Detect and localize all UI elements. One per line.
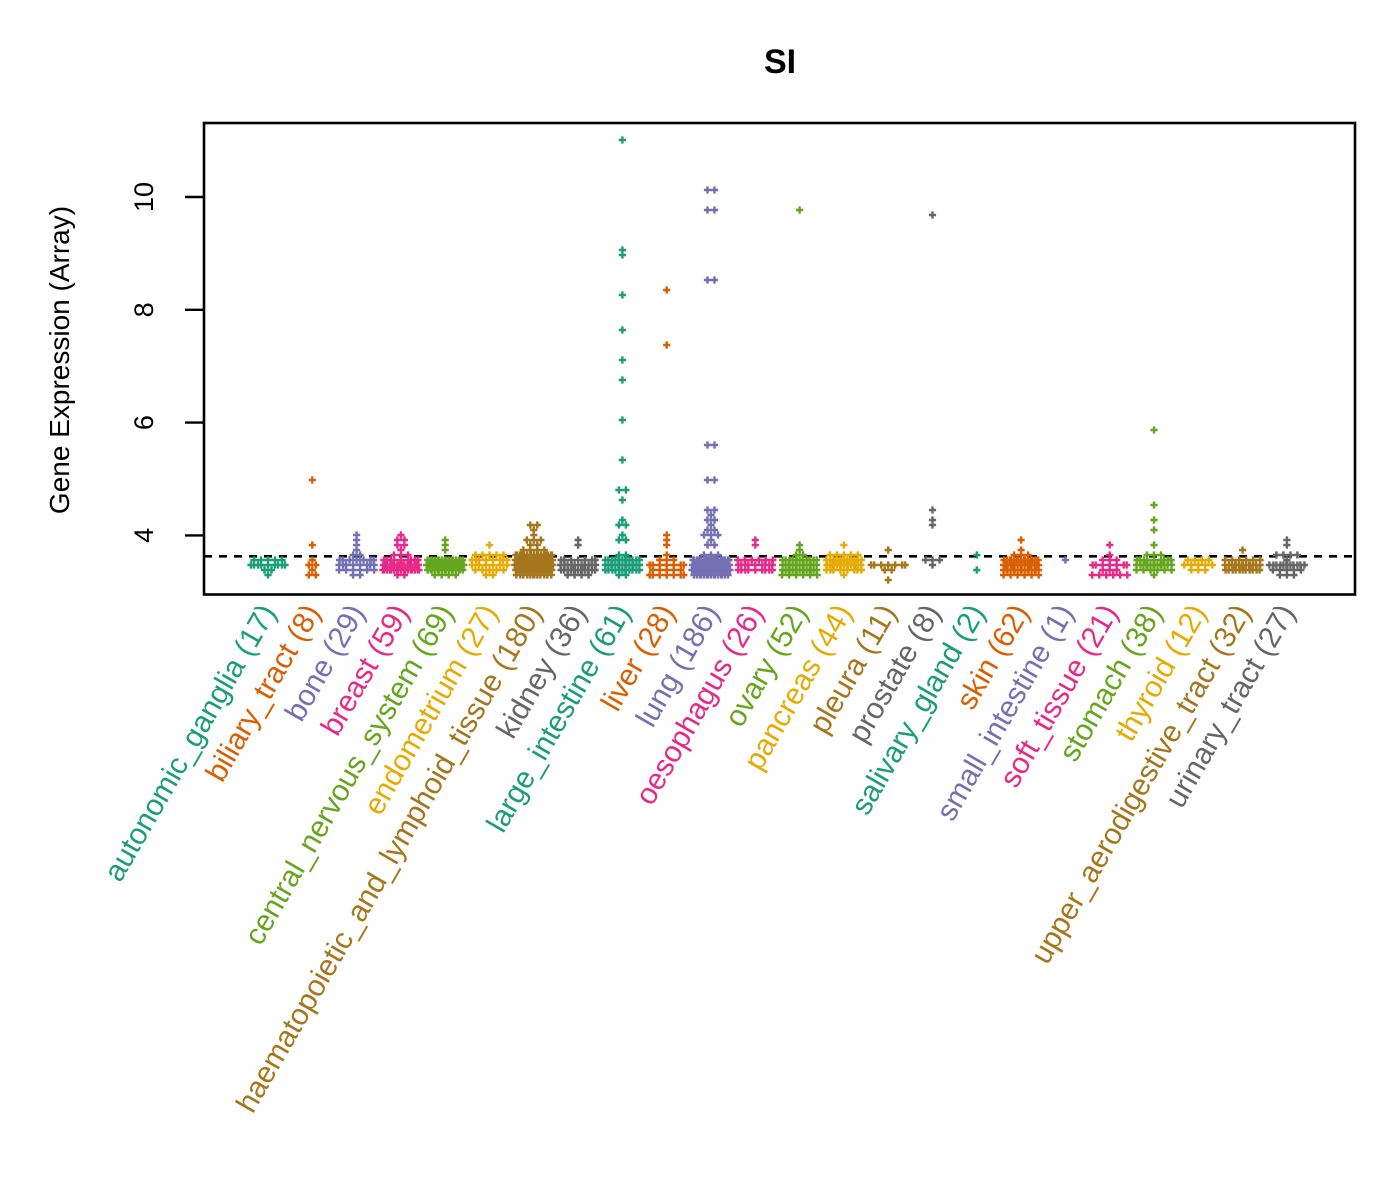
y-tick-label: 6 [129,415,159,430]
swarm-large_intestine [601,136,643,579]
y-tick-label: 10 [129,182,159,212]
swarm-pleura [867,546,909,584]
swarm-endometrium [468,541,511,579]
swarm-prostate [921,211,944,569]
swarm-haematopoietic_and_lymphoid_tissue [511,521,557,579]
swarm-small_intestine [1061,556,1069,564]
swarm-ovary [778,206,821,579]
swarm-liver [646,286,688,579]
plot-title: SI [763,43,797,81]
y-tick-label: 4 [129,528,159,543]
swarm-oesophagus [734,536,777,574]
swarm-lung [688,186,734,579]
swarm-stomach [1132,426,1176,579]
swarm-autonomic_ganglia [247,556,289,579]
swarm-kidney [557,536,600,579]
swarm-upper_aerodigestive_tract [1221,546,1264,574]
swarm-bone [335,531,378,579]
swarm-soft_tissue [1088,541,1131,579]
swarm-central_nervous_system [423,536,468,579]
swarm-urinary_tract [1265,536,1308,579]
swarm-breast [379,531,423,579]
plot-box [202,121,1357,596]
x-axis-label-autonomic_ganglia: autonomic_ganglia (17) [98,599,283,887]
swarm-thyroid [1180,556,1216,574]
swarm-biliary_tract [305,476,320,579]
swarm-pancreas [822,541,865,579]
y-tick-label: 8 [129,302,159,317]
swarm-salivary_gland [973,551,981,574]
swarm-skin [1000,536,1043,579]
